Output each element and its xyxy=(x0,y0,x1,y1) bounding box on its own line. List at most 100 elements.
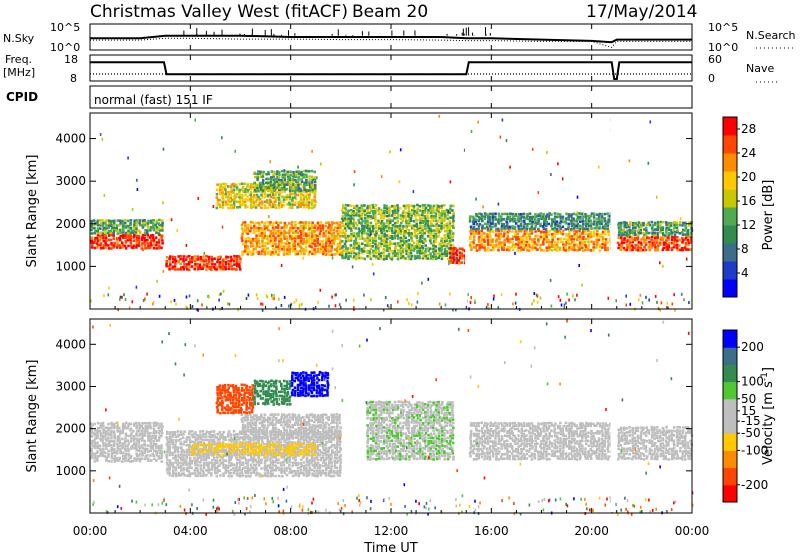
heat-cell xyxy=(291,196,294,199)
heat-cell xyxy=(494,229,498,233)
heat-cell xyxy=(305,234,308,238)
heat-cell xyxy=(313,180,317,184)
heat-cell xyxy=(143,439,146,443)
heat-cell xyxy=(99,449,103,453)
heat-cell xyxy=(171,265,175,269)
heat-cell xyxy=(158,429,161,433)
heat-cell xyxy=(288,419,291,422)
heat-cell xyxy=(112,244,116,247)
heat-cell xyxy=(678,223,681,227)
heat-cell xyxy=(297,474,301,478)
heat-cell xyxy=(338,245,342,248)
velocity-plot-area xyxy=(90,319,692,513)
heat-cell xyxy=(150,219,153,223)
heat-cell xyxy=(132,422,136,426)
heat-cell xyxy=(280,413,284,416)
heat-cell xyxy=(396,216,399,220)
heat-cell xyxy=(247,188,250,192)
heat-cell xyxy=(297,186,301,190)
heat-cell xyxy=(449,207,452,211)
heat-cell xyxy=(246,199,250,202)
heat-cell xyxy=(265,431,269,435)
heat-cell xyxy=(280,464,283,467)
heat-cell xyxy=(112,223,116,227)
heat-cell xyxy=(553,220,556,224)
heat-cell xyxy=(265,199,269,202)
heat-cell xyxy=(211,458,214,462)
heat-cell xyxy=(542,217,545,221)
heat-cell xyxy=(525,227,528,231)
heat-cell xyxy=(113,241,116,245)
heat-cell xyxy=(277,198,281,202)
heat-cell xyxy=(292,183,295,186)
heat-cell xyxy=(424,227,427,230)
heat-cell xyxy=(313,464,316,467)
heat-cell xyxy=(140,247,144,250)
heat-cell xyxy=(280,226,284,229)
heat-cell xyxy=(626,239,630,242)
heat-cell xyxy=(297,472,301,475)
heat-cell xyxy=(439,229,443,232)
heat-cell xyxy=(497,229,500,233)
heat-cell xyxy=(288,249,292,253)
heat-cell xyxy=(398,244,402,248)
heat-cell xyxy=(665,226,668,230)
heat-cell xyxy=(407,246,411,250)
heat-speckle xyxy=(298,303,301,307)
heat-cell xyxy=(193,456,196,460)
heat-cell xyxy=(311,188,315,192)
heat-cell xyxy=(294,471,297,475)
heat-cell xyxy=(358,214,361,217)
heat-cell xyxy=(225,203,228,206)
heat-cell xyxy=(354,221,358,225)
heat-cell xyxy=(349,221,352,225)
heat-cell xyxy=(407,212,410,215)
heat-cell xyxy=(244,471,248,475)
heat-cell xyxy=(319,473,323,477)
heat-cell xyxy=(174,431,177,434)
heat-cell xyxy=(258,232,261,236)
heat-cell xyxy=(418,213,421,217)
heat-cell xyxy=(261,242,264,245)
heat-cell xyxy=(96,426,100,430)
heat-speckle xyxy=(649,120,652,124)
heat-cell xyxy=(254,438,258,441)
heat-cell xyxy=(211,464,214,467)
heat-cell xyxy=(601,225,605,229)
heat-cell xyxy=(636,243,640,247)
heat-cell xyxy=(551,238,554,242)
heat-cell xyxy=(288,231,291,235)
heat-cell xyxy=(404,207,407,210)
heat-cell xyxy=(388,206,392,209)
heat-cell xyxy=(303,240,306,243)
power-ylabel: Slant Range [km] xyxy=(25,155,40,268)
heat-cell xyxy=(224,468,228,472)
heat-cell xyxy=(272,173,275,177)
heat-cell xyxy=(498,237,501,241)
heat-cell xyxy=(219,433,222,437)
heat-cell xyxy=(210,430,213,433)
heat-cell xyxy=(174,466,178,469)
heat-cell xyxy=(188,432,191,436)
heat-cell xyxy=(318,232,322,235)
heat-cell xyxy=(144,425,147,428)
heat-cell xyxy=(333,221,336,225)
heat-cell xyxy=(318,234,322,238)
heat-cell xyxy=(207,456,211,460)
heat-cell xyxy=(99,227,102,230)
heat-cell xyxy=(188,453,191,457)
heat-cell xyxy=(260,416,263,419)
heat-cell xyxy=(378,242,381,245)
heat-cell xyxy=(276,436,280,439)
heat-cell xyxy=(629,249,632,252)
heat-cell xyxy=(377,254,381,258)
heat-cell xyxy=(282,418,286,421)
heat-cell xyxy=(416,239,419,243)
heat-cell xyxy=(559,217,563,220)
heat-cell xyxy=(432,229,436,232)
noise-series xyxy=(90,27,692,48)
heat-cell xyxy=(172,456,175,460)
heat-cell xyxy=(180,461,183,465)
heat-cell xyxy=(232,200,236,204)
heat-cell xyxy=(260,413,263,417)
